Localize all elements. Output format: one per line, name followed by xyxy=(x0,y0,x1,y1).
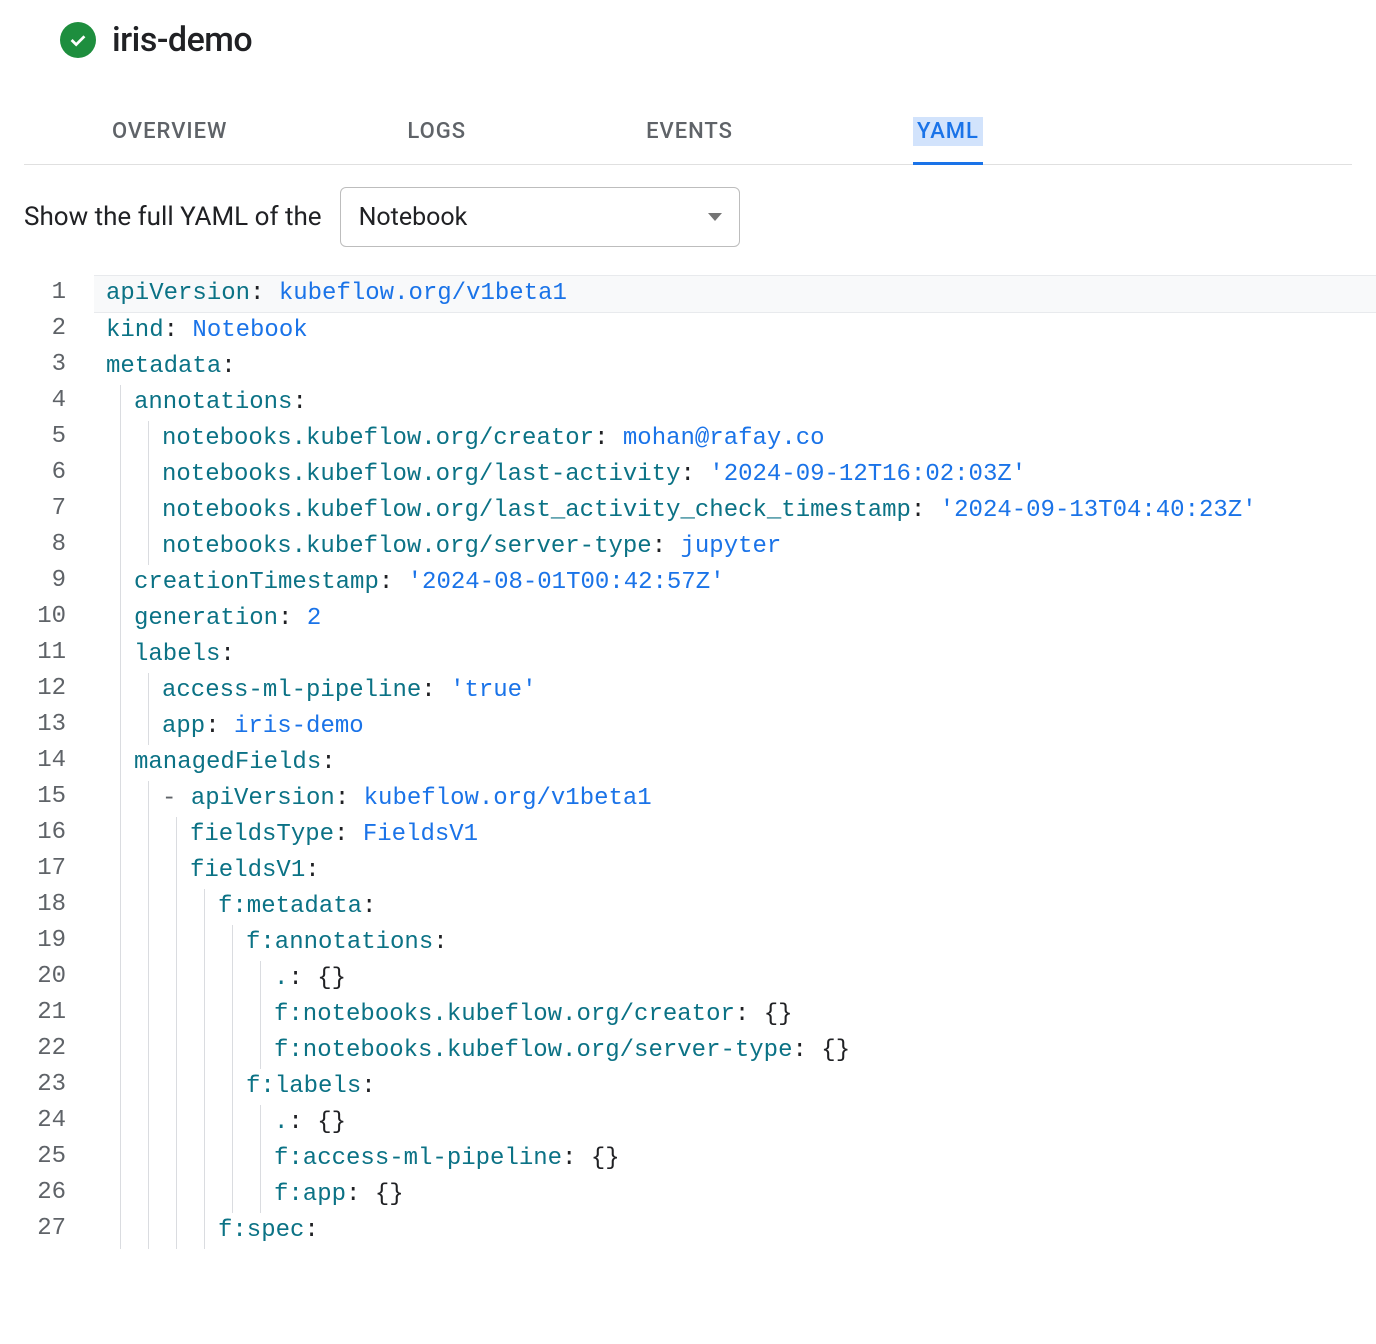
line-number: 21 xyxy=(24,995,66,1031)
line-number: 10 xyxy=(24,599,66,635)
yaml-code[interactable]: apiVersion: kubeflow.org/v1beta1kind: No… xyxy=(94,275,1376,1249)
line-number: 25 xyxy=(24,1139,66,1175)
line-number: 16 xyxy=(24,815,66,851)
line-number-gutter: 1234567891011121314151617181920212223242… xyxy=(24,275,94,1249)
code-line: .: {} xyxy=(94,961,1376,997)
code-line: notebooks.kubeflow.org/server-type: jupy… xyxy=(94,529,1376,565)
line-number: 8 xyxy=(24,527,66,563)
code-line: labels: xyxy=(94,637,1376,673)
line-number: 24 xyxy=(24,1103,66,1139)
status-success-icon xyxy=(60,22,96,58)
code-line: fieldsV1: xyxy=(94,853,1376,889)
line-number: 19 xyxy=(24,923,66,959)
yaml-editor[interactable]: 1234567891011121314151617181920212223242… xyxy=(0,275,1376,1249)
line-number: 14 xyxy=(24,743,66,779)
code-line: fieldsType: FieldsV1 xyxy=(94,817,1376,853)
code-line: f:access-ml-pipeline: {} xyxy=(94,1141,1376,1177)
code-line: f:annotations: xyxy=(94,925,1376,961)
tab-yaml[interactable]: YAML xyxy=(913,101,983,165)
line-number: 15 xyxy=(24,779,66,815)
line-number: 7 xyxy=(24,491,66,527)
page-title: iris-demo xyxy=(112,20,252,60)
code-line: app: iris-demo xyxy=(94,709,1376,745)
tabs-bar: OVERVIEW LOGS EVENTS YAML xyxy=(24,100,1352,165)
resource-select[interactable]: Notebook xyxy=(340,187,740,247)
code-line: annotations: xyxy=(94,385,1376,421)
tab-logs[interactable]: LOGS xyxy=(407,101,466,165)
code-line: - apiVersion: kubeflow.org/v1beta1 xyxy=(94,781,1376,817)
code-line: f:labels: xyxy=(94,1069,1376,1105)
code-line: managedFields: xyxy=(94,745,1376,781)
code-line: f:notebooks.kubeflow.org/server-type: {} xyxy=(94,1033,1376,1069)
line-number: 12 xyxy=(24,671,66,707)
tab-events[interactable]: EVENTS xyxy=(646,101,733,165)
code-line: generation: 2 xyxy=(94,601,1376,637)
line-number: 11 xyxy=(24,635,66,671)
line-number: 17 xyxy=(24,851,66,887)
code-line: apiVersion: kubeflow.org/v1beta1 xyxy=(94,275,1376,313)
code-line: f:metadata: xyxy=(94,889,1376,925)
yaml-selector-label: Show the full YAML of the xyxy=(24,202,322,232)
code-line: creationTimestamp: '2024-08-01T00:42:57Z… xyxy=(94,565,1376,601)
line-number: 2 xyxy=(24,311,66,347)
code-line: f:spec: xyxy=(94,1213,1376,1249)
code-line: kind: Notebook xyxy=(94,313,1376,349)
code-line: metadata: xyxy=(94,349,1376,385)
line-number: 4 xyxy=(24,383,66,419)
line-number: 9 xyxy=(24,563,66,599)
code-line: notebooks.kubeflow.org/last-activity: '2… xyxy=(94,457,1376,493)
page-header: iris-demo xyxy=(0,20,1376,100)
code-line: notebooks.kubeflow.org/creator: mohan@ra… xyxy=(94,421,1376,457)
tab-overview[interactable]: OVERVIEW xyxy=(112,101,227,165)
line-number: 27 xyxy=(24,1211,66,1247)
line-number: 22 xyxy=(24,1031,66,1067)
line-number: 3 xyxy=(24,347,66,383)
line-number: 1 xyxy=(24,275,66,311)
code-line: f:app: {} xyxy=(94,1177,1376,1213)
line-number: 26 xyxy=(24,1175,66,1211)
line-number: 20 xyxy=(24,959,66,995)
code-line: notebooks.kubeflow.org/last_activity_che… xyxy=(94,493,1376,529)
line-number: 6 xyxy=(24,455,66,491)
code-line: .: {} xyxy=(94,1105,1376,1141)
code-line: access-ml-pipeline: 'true' xyxy=(94,673,1376,709)
code-line: f:notebooks.kubeflow.org/creator: {} xyxy=(94,997,1376,1033)
line-number: 23 xyxy=(24,1067,66,1103)
line-number: 5 xyxy=(24,419,66,455)
resource-select-value: Notebook xyxy=(359,203,468,232)
yaml-resource-selector: Show the full YAML of the Notebook xyxy=(0,165,1376,275)
line-number: 13 xyxy=(24,707,66,743)
line-number: 18 xyxy=(24,887,66,923)
